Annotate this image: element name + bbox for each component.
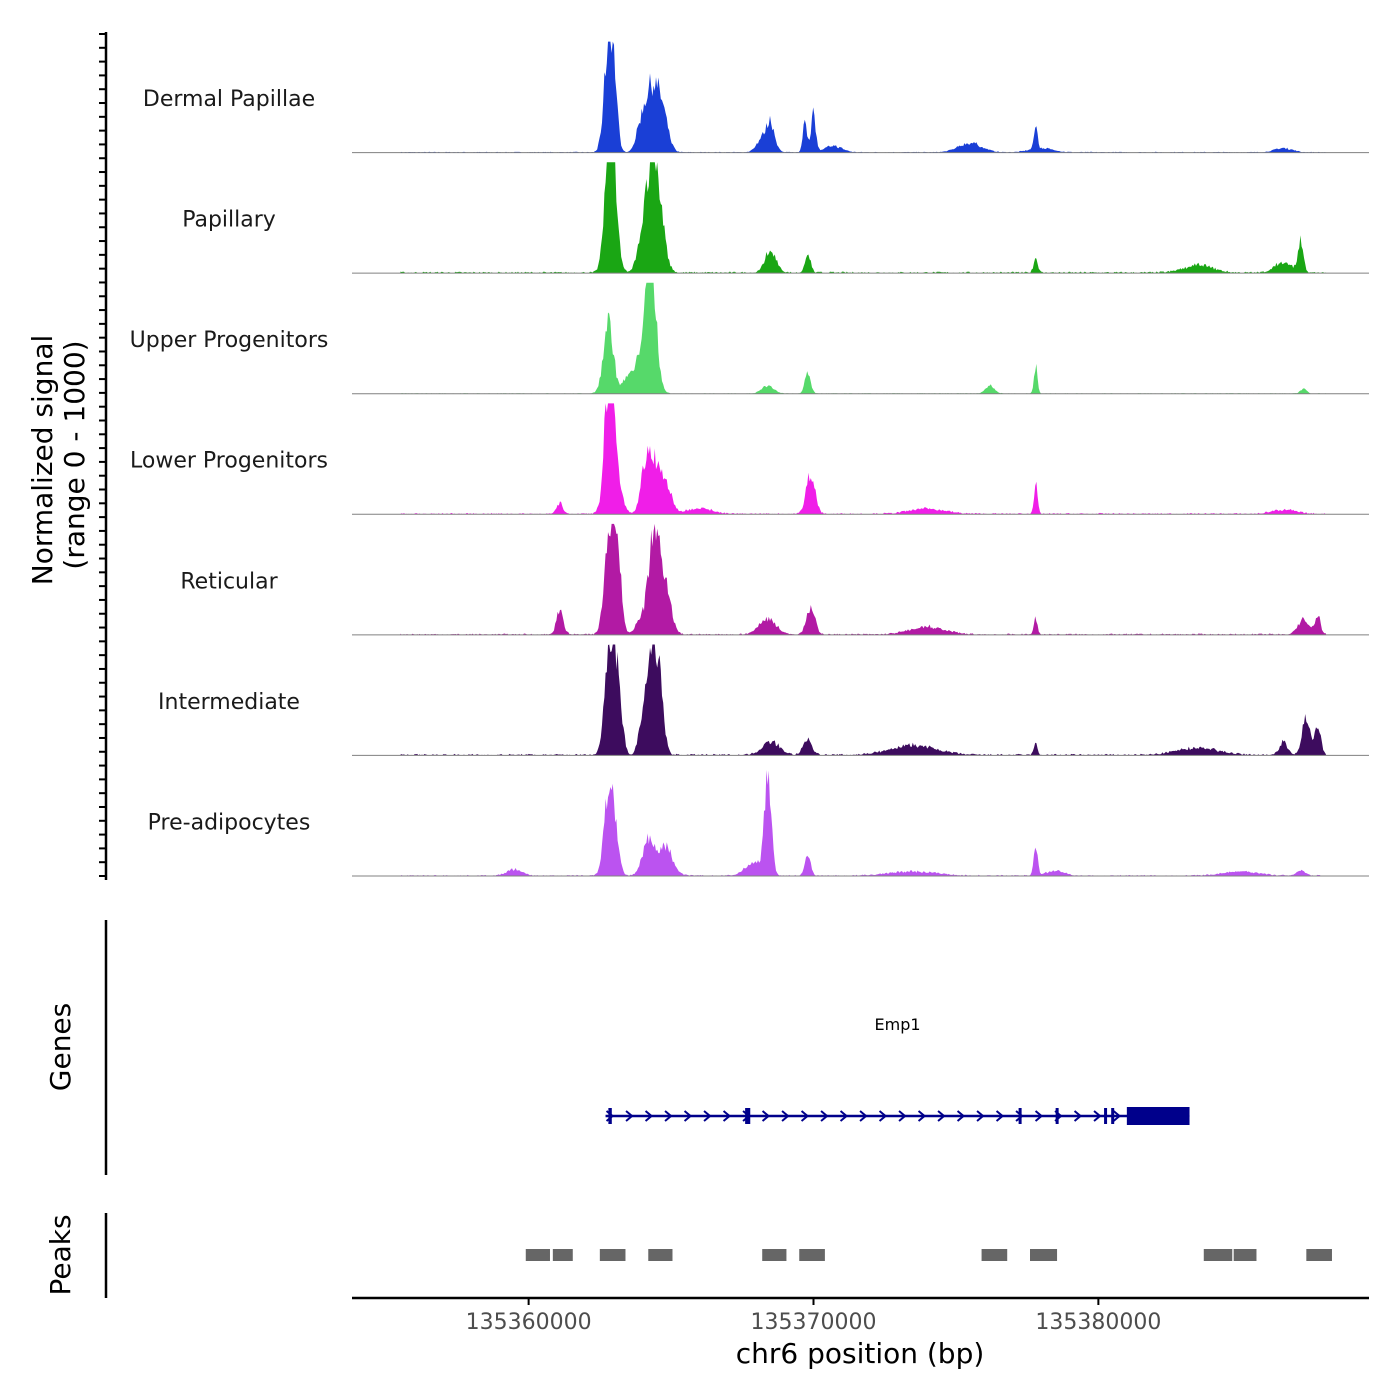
x-tick-label: 135380000 — [1035, 1310, 1161, 1335]
track-label-pre-adipocytes: Pre-adipocytes — [148, 810, 311, 835]
track-lower-progenitors — [352, 403, 1369, 515]
signal-area-lower-progenitors — [400, 403, 1327, 515]
peak-region — [1030, 1249, 1058, 1261]
strand-arrow — [703, 1110, 712, 1122]
track-dermal-papillae — [352, 41, 1369, 154]
peak-region — [599, 1249, 626, 1261]
gene-models: Emp1 — [605, 1015, 1190, 1125]
signal-area-dermal-papillae — [400, 41, 1327, 153]
peak-region — [525, 1249, 550, 1261]
strand-arrow — [781, 1110, 790, 1122]
peak-region — [981, 1249, 1008, 1261]
signal-area-reticular — [400, 523, 1327, 635]
strand-arrow — [937, 1110, 946, 1122]
x-tick-label: 135370000 — [751, 1310, 877, 1335]
strand-arrow — [1015, 1110, 1024, 1122]
y-axis-title-line2: (range 0 - 1000) — [58, 340, 91, 569]
signal-area-intermediate — [400, 644, 1327, 756]
peak-region — [799, 1249, 825, 1261]
x-tick-label: 135360000 — [466, 1310, 592, 1335]
peaks-panel: Peaks — [44, 1213, 1332, 1298]
strand-arrow — [1093, 1110, 1102, 1122]
track-label-upper-progenitors: Upper Progenitors — [130, 328, 329, 353]
track-label-reticular: Reticular — [180, 569, 278, 594]
strand-arrow — [644, 1110, 654, 1122]
peaks-track-label: Peaks — [44, 1214, 77, 1295]
track-pre-adipocytes — [352, 770, 1369, 877]
peak-region — [552, 1249, 573, 1261]
strand-arrow — [722, 1110, 732, 1122]
y-ticks — [99, 33, 106, 877]
strand-arrow — [1112, 1110, 1122, 1122]
gene-exon — [608, 1108, 612, 1124]
strand-arrow — [878, 1110, 888, 1122]
strand-arrow — [761, 1110, 771, 1122]
x-axis-title: chr6 position (bp) — [736, 1337, 985, 1370]
signal-area-papillary — [400, 162, 1327, 274]
track-label-intermediate: Intermediate — [158, 690, 300, 715]
genes-track-label: Genes — [44, 1003, 77, 1091]
strand-arrow — [800, 1110, 810, 1122]
gene-exon — [1126, 1107, 1190, 1125]
strand-arrow — [664, 1110, 673, 1122]
strand-arrow — [859, 1110, 868, 1122]
peak-regions — [525, 1249, 1332, 1261]
strand-arrow — [839, 1110, 849, 1122]
peak-region — [1203, 1249, 1233, 1261]
track-label-dermal-papillae: Dermal Papillae — [143, 87, 315, 112]
genes-panel: Genes Emp1 — [44, 920, 1190, 1175]
strand-arrow — [1073, 1110, 1083, 1122]
coverage-tracks — [352, 41, 1369, 877]
peak-region — [1233, 1249, 1257, 1261]
peak-region — [762, 1249, 787, 1261]
gene-exon — [1055, 1108, 1059, 1124]
track-upper-progenitors — [352, 282, 1369, 395]
signal-area-pre-adipocytes — [400, 770, 1327, 876]
gene-exon — [1018, 1108, 1022, 1124]
peak-region — [1306, 1249, 1332, 1261]
strand-arrow — [683, 1110, 693, 1122]
track-intermediate — [352, 644, 1369, 756]
strand-arrow — [956, 1110, 966, 1122]
gene-emp1: Emp1 — [605, 1015, 1190, 1125]
gene-name-label: Emp1 — [875, 1015, 921, 1034]
strand-arrow — [917, 1110, 927, 1122]
y-axis: Normalized signal (range 0 - 1000) — [26, 32, 108, 880]
track-papillary — [352, 162, 1369, 274]
signal-area-upper-progenitors — [400, 282, 1327, 394]
y-axis-title-line1: Normalized signal — [26, 335, 59, 586]
track-label-lower-progenitors: Lower Progenitors — [130, 449, 328, 474]
strand-arrow — [995, 1110, 1005, 1122]
track-label-papillary: Papillary — [182, 208, 276, 233]
strand-arrow — [625, 1110, 634, 1122]
strand-arrow — [898, 1110, 907, 1122]
gene-exon — [1111, 1108, 1115, 1124]
peak-region — [648, 1249, 673, 1261]
strand-arrow — [1034, 1110, 1044, 1122]
strand-arrow — [976, 1110, 985, 1122]
track-reticular — [352, 523, 1369, 636]
x-axis: 135360000 135370000 135380000 chr6 positio… — [352, 1296, 1369, 1370]
gene-exon — [745, 1108, 751, 1124]
x-ticks: 135360000 135370000 135380000 — [466, 1298, 1161, 1335]
track-labels: Dermal Papillae Papillary Upper Progenitor… — [130, 87, 329, 835]
gene-exon — [1104, 1108, 1108, 1124]
strand-arrow — [820, 1110, 829, 1122]
